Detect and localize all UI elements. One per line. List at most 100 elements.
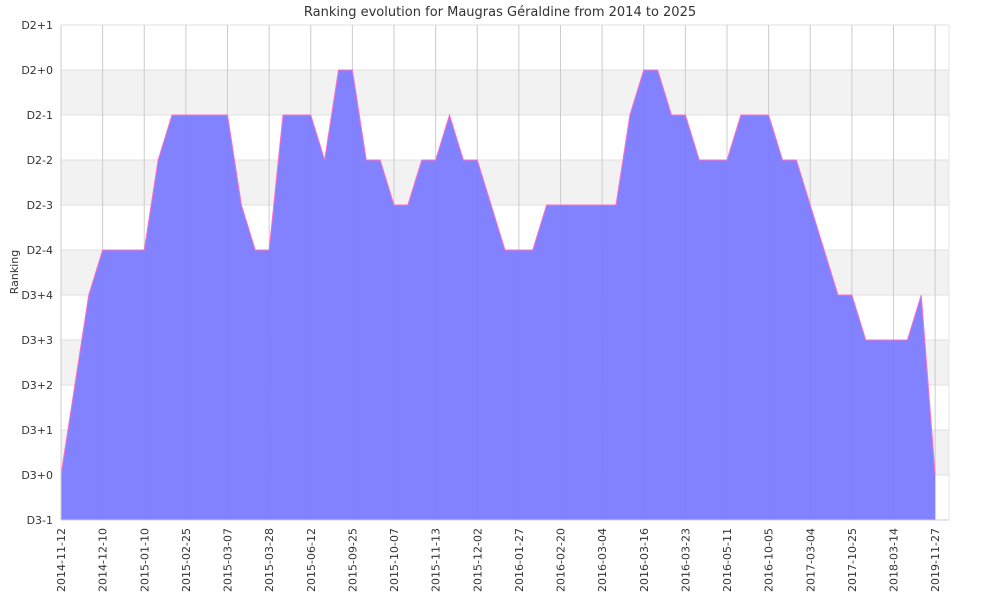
data-point [227,114,228,115]
x-tick-label: 2015-12-02 [471,528,484,592]
data-point [338,69,339,70]
data-point [671,114,672,115]
data-point [366,159,367,160]
data-point [782,159,783,160]
y-tick-label: D2-3 [27,199,53,212]
x-tick-label: 2016-02-20 [555,528,568,592]
data-point [130,249,131,250]
data-point [407,204,408,205]
data-point [893,339,894,340]
x-tick-label: 2015-10-07 [388,528,401,592]
data-point [713,159,714,160]
data-point [699,159,700,160]
data-point [491,204,492,205]
data-point [158,159,159,160]
y-tick-label: D2-2 [27,154,53,167]
data-point [921,294,922,295]
y-tick-label: D2-1 [27,109,53,122]
data-point [643,69,644,70]
data-point [269,249,270,250]
y-tick-label: D3+0 [21,469,53,482]
y-tick-labels: D3-1 D3+0 D3+1 D3+2 D3+3 D3+4 D2-4 D2-3 D2-2 D2-1… [21,19,53,527]
x-tick-label: 2015-11-13 [430,528,443,592]
ranking-line [60,69,936,476]
x-tick-label: 2016-01-27 [513,528,526,592]
data-point [685,114,686,115]
data-point [88,294,89,295]
data-point [74,384,75,385]
data-point [463,159,464,160]
data-point [615,204,616,205]
data-point [199,114,200,115]
x-tick-label: 2015-01-10 [138,528,151,592]
x-tick-label: 2016-10-05 [763,528,776,592]
data-point [518,249,519,250]
y-tick-label: D3+1 [21,424,53,437]
data-point [380,159,381,160]
x-tick-label: 2015-03-28 [263,528,276,592]
x-tick-labels: 2014-11-12 2014-12-10 2015-01-10 2015-02-25… [55,528,942,592]
axes [60,25,950,521]
data-point [282,114,283,115]
data-point [144,249,145,250]
x-tick-label: 2016-03-04 [596,528,609,592]
data-point [504,249,505,250]
x-tick-label: 2015-02-25 [180,528,193,592]
data-point [324,159,325,160]
data-point [935,474,936,475]
x-tick-label: 2015-09-25 [346,528,359,592]
data-point [477,159,478,160]
data-point [241,204,242,205]
data-point [449,114,450,115]
y-tick-label: D3-1 [27,514,53,527]
data-point [657,69,658,70]
ranking-area [61,70,936,520]
data-point [865,339,866,340]
x-tick-label: 2015-06-12 [305,528,318,592]
data-point [546,204,547,205]
chart-title: Ranking evolution for Maugras Géraldine … [304,5,696,20]
x-tick-label: 2016-03-16 [638,528,651,592]
data-point [296,114,297,115]
data-point [824,249,825,250]
data-point [879,339,880,340]
x-tick-label: 2016-03-23 [679,528,692,592]
y-axis-label: Ranking [8,250,21,295]
data-point [102,249,103,250]
data-point [435,159,436,160]
data-point [810,204,811,205]
data-point [740,114,741,115]
y-tick-label: D2+1 [21,19,53,32]
y-tick-label: D3+4 [21,289,53,302]
data-point [352,69,353,70]
data-point [726,159,727,160]
x-tick-label: 2018-03-14 [888,528,901,592]
data-point [255,249,256,250]
data-point [754,114,755,115]
y-tick-label: D2-4 [27,244,53,257]
data-point [532,249,533,250]
data-point [310,114,311,115]
x-tick-label: 2017-10-25 [846,528,859,592]
data-point [907,339,908,340]
data-point [629,114,630,115]
data-point [602,204,603,205]
data-point [574,204,575,205]
data-point [837,294,838,295]
y-tick-label: D2+0 [21,64,53,77]
data-point [393,204,394,205]
data-point [851,294,852,295]
x-tick-label: 2015-03-07 [222,528,235,592]
data-point [171,114,172,115]
x-tick-label: 2017-03-04 [804,528,817,592]
data-point [213,114,214,115]
data-point [116,249,117,250]
data-point [185,114,186,115]
x-tick-label: 2019-11-27 [929,528,942,592]
data-point [796,159,797,160]
data-point [421,159,422,160]
data-point [560,204,561,205]
x-tick-label: 2016-05-11 [721,528,734,592]
